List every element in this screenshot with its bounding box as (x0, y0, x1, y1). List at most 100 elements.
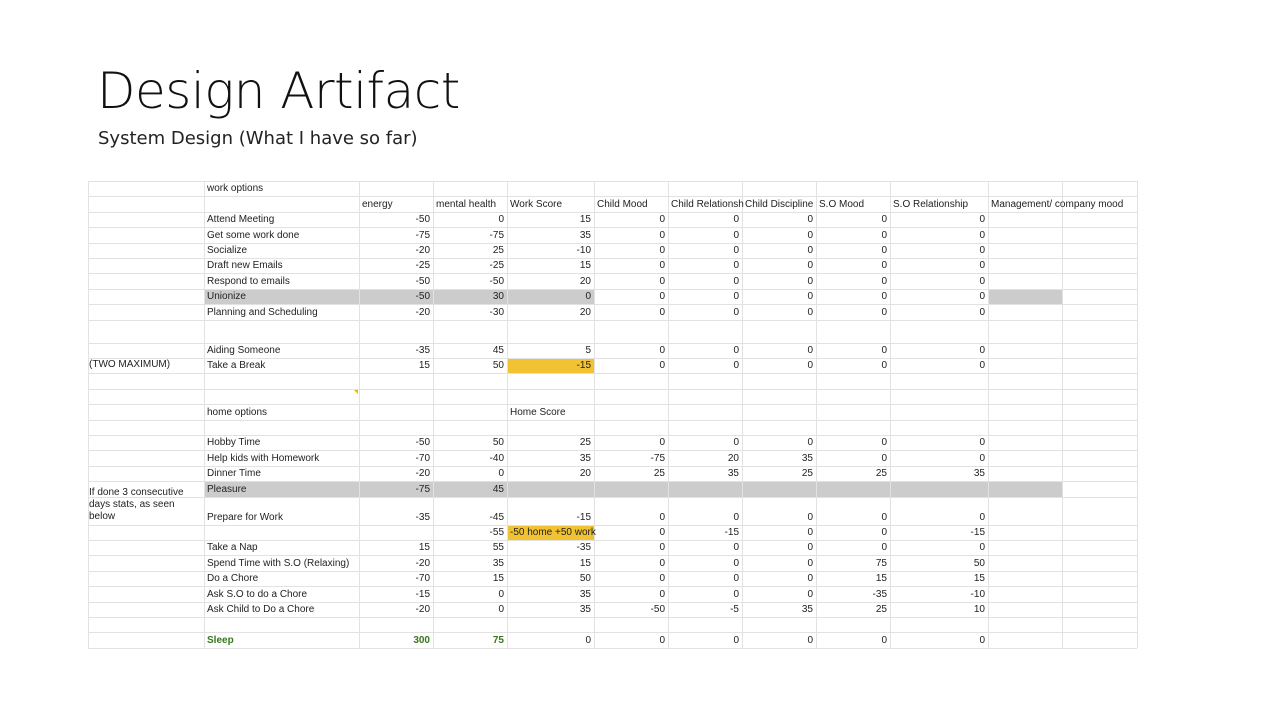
stat-value: 50 (492, 437, 504, 449)
stat-value: 0 (881, 214, 887, 226)
stat-value: 0 (659, 511, 665, 523)
stat-value: -10 (970, 588, 985, 600)
stat-value: 0 (807, 306, 813, 318)
stat-value: 0 (733, 344, 739, 356)
stat-value: 0 (659, 275, 665, 287)
stat-value: -20 (415, 603, 430, 615)
stat-value: 25 (801, 468, 813, 480)
grid-line (88, 342, 1137, 344)
grid-line (88, 524, 1137, 526)
stat-value: -55 (489, 526, 504, 538)
stat-value: 0 (659, 291, 665, 303)
stat-value: 20 (579, 306, 591, 318)
stat-value: 0 (659, 344, 665, 356)
stat-value: -15 (576, 360, 591, 372)
grid-line (88, 435, 1137, 436)
stat-value: 20 (579, 275, 591, 287)
stat-value: 0 (659, 244, 665, 256)
stat-value: -35 (415, 511, 430, 523)
stat-value: 0 (733, 291, 739, 303)
stat-value: -75 (415, 483, 430, 495)
grid-line (88, 617, 1137, 618)
option-label: Take a Nap (207, 542, 258, 554)
stat-value: 0 (979, 214, 985, 226)
stat-value: 0 (733, 542, 739, 554)
grid-line (88, 181, 89, 648)
column-header: Child Discipline (745, 198, 814, 210)
stat-value: 35 (801, 452, 813, 464)
stat-value: 0 (807, 511, 813, 523)
row-note: (TWO MAXIMUM) (89, 359, 171, 371)
stat-value: 0 (733, 588, 739, 600)
stat-value: -25 (489, 260, 504, 272)
stat-value: 0 (659, 437, 665, 449)
stat-value: 0 (979, 275, 985, 287)
stat-value: 20 (579, 468, 591, 480)
grid-line (1137, 181, 1138, 648)
stat-value: 0 (807, 526, 813, 538)
stat-value: 15 (579, 260, 591, 272)
stat-value: 0 (979, 437, 985, 449)
stat-value: 0 (807, 588, 813, 600)
stat-value: 0 (979, 244, 985, 256)
stat-value: 0 (733, 244, 739, 256)
stat-value: 0 (585, 291, 591, 303)
stat-value: 0 (807, 634, 813, 646)
stat-value: 0 (659, 557, 665, 569)
option-label: Planning and Scheduling (207, 306, 318, 318)
stat-value: 0 (881, 526, 887, 538)
grid-line (88, 288, 1137, 290)
stat-value: 0 (733, 511, 739, 523)
stat-value: 5 (585, 344, 591, 356)
stat-value: -15 (970, 526, 985, 538)
stat-value: -20 (415, 557, 430, 569)
stat-value: -30 (489, 306, 504, 318)
stat-value: 0 (807, 557, 813, 569)
option-label: Do a Chore (207, 573, 259, 585)
stat-value: 0 (807, 291, 813, 303)
grid-line (507, 181, 508, 648)
grid-line (88, 570, 1137, 572)
grid-line (88, 419, 1137, 421)
grid-line (204, 181, 205, 648)
grid-line (88, 555, 1137, 557)
stat-value: 0 (807, 360, 813, 372)
option-label: Ask S.O to do a Chore (207, 588, 308, 600)
slide-subtitle: System Design (What I have so far) (98, 128, 418, 149)
row-note: If done 3 consecutive days stats, as see… (89, 486, 184, 522)
stat-text: Home Score (510, 406, 566, 418)
stat-value: 50 (973, 557, 985, 569)
column-header: Child Mood (597, 198, 648, 210)
stat-value: 0 (979, 229, 985, 241)
stat-value: 0 (807, 260, 813, 272)
grid-line (988, 181, 989, 648)
stat-value: 0 (807, 344, 813, 356)
stat-value: 15 (418, 360, 430, 372)
option-label: Sleep (207, 634, 234, 646)
stat-value: -5 (730, 603, 739, 615)
stat-value: 0 (881, 511, 887, 523)
stat-value: 0 (659, 542, 665, 554)
stat-value: -15 (724, 526, 739, 538)
column-header: Management/ company mood (991, 198, 1124, 210)
stat-value: 0 (807, 573, 813, 585)
stat-value: 25 (579, 437, 591, 449)
grid-line (88, 373, 1137, 375)
stat-value: -35 (415, 344, 430, 356)
stat-value: -50 (489, 275, 504, 287)
column-header: energy (362, 198, 393, 210)
stat-value: 0 (733, 360, 739, 372)
stat-value: 0 (659, 526, 665, 538)
stat-value: 0 (807, 437, 813, 449)
grid-line (88, 196, 1137, 198)
stat-value: 0 (881, 306, 887, 318)
stat-value: 0 (659, 214, 665, 226)
option-label: Prepare for Work (207, 511, 283, 523)
stat-value: -50 (415, 437, 430, 449)
comment-marker (354, 390, 358, 394)
stat-value: -50 (415, 291, 430, 303)
grid-line (88, 181, 1137, 182)
stat-value: 0 (659, 634, 665, 646)
stat-value: 0 (881, 275, 887, 287)
